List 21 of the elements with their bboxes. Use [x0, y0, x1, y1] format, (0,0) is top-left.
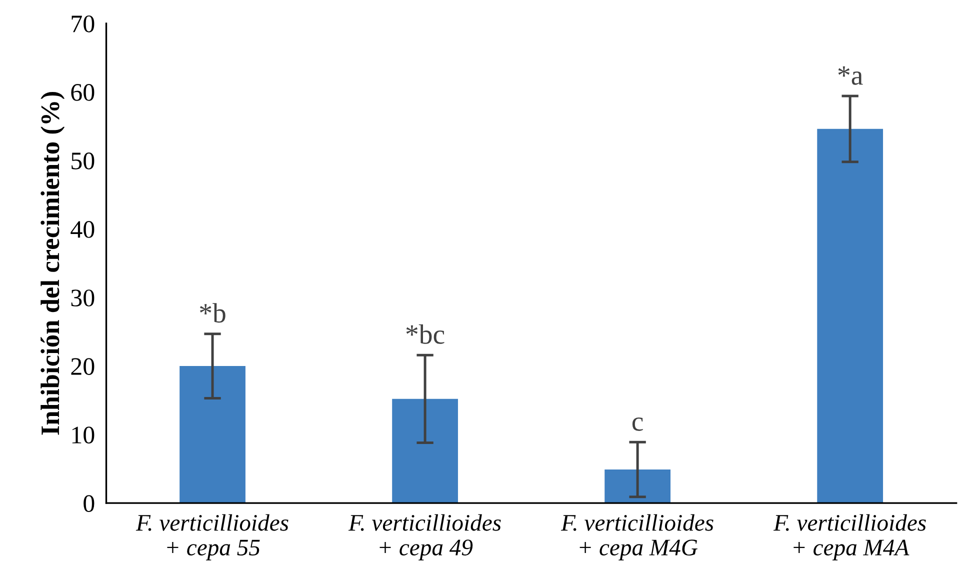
bar: [817, 128, 884, 504]
y-tick-label: 40: [70, 221, 94, 238]
bar: [180, 366, 246, 504]
y-axis-title: Inhibición del crecimiento (%): [40, 92, 65, 435]
annotation: *a: [838, 66, 863, 85]
bar: [392, 398, 458, 504]
annotation: *bc: [406, 324, 444, 344]
x-tick-label: F. verticillioides + cepa 55: [136, 514, 288, 560]
annotation: *b: [200, 303, 226, 323]
y-tick-label: 30: [71, 290, 94, 306]
annotation: c: [632, 418, 643, 431]
x-tick-label: F. verticillioides + cepa M4G: [560, 514, 714, 560]
y-tick-label: 0: [84, 495, 94, 512]
y-tick-label: 20: [71, 358, 94, 375]
x-tick-label: F. verticillioides + cepa 49: [348, 514, 501, 560]
y-tick-label: 60: [71, 84, 94, 101]
y-tick-label: 70: [72, 15, 94, 32]
y-tick-label: 10: [72, 426, 94, 444]
y-tick-label: 50: [72, 152, 94, 170]
bar: [604, 470, 670, 504]
x-tick-label: F. verticillioides + cepa M4A: [773, 514, 926, 560]
